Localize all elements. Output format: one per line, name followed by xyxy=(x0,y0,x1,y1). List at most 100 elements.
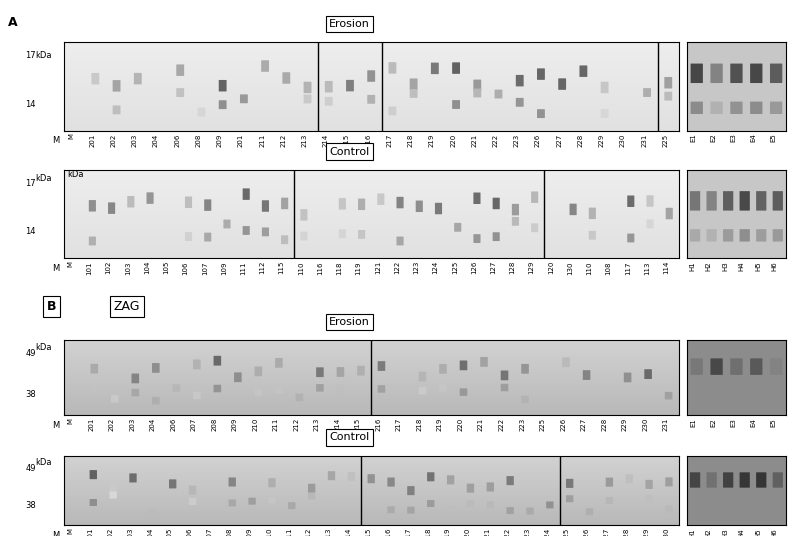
Bar xyxy=(64,116,679,117)
FancyBboxPatch shape xyxy=(91,364,98,374)
Bar xyxy=(64,48,679,49)
FancyBboxPatch shape xyxy=(516,75,524,86)
Bar xyxy=(64,178,679,180)
Bar xyxy=(64,105,679,106)
Text: 116: 116 xyxy=(317,261,323,274)
Bar xyxy=(64,461,679,462)
Bar xyxy=(64,110,679,111)
Bar xyxy=(64,505,679,506)
Bar xyxy=(64,397,679,398)
Bar xyxy=(64,183,679,184)
FancyBboxPatch shape xyxy=(396,197,403,209)
Text: H3: H3 xyxy=(723,261,728,271)
Bar xyxy=(64,85,679,86)
FancyBboxPatch shape xyxy=(487,482,494,492)
Bar xyxy=(64,472,679,473)
Text: H2: H2 xyxy=(706,528,711,536)
Bar xyxy=(64,123,679,124)
Bar xyxy=(64,181,679,182)
Bar xyxy=(64,54,679,55)
FancyBboxPatch shape xyxy=(316,384,324,392)
Bar xyxy=(64,477,679,478)
FancyBboxPatch shape xyxy=(189,498,196,505)
Bar xyxy=(64,365,679,366)
Bar xyxy=(64,86,679,87)
Bar xyxy=(64,404,679,405)
Bar xyxy=(64,256,679,257)
FancyBboxPatch shape xyxy=(229,500,236,507)
Text: 231: 231 xyxy=(663,418,669,431)
FancyBboxPatch shape xyxy=(281,235,288,244)
Bar xyxy=(64,65,679,66)
FancyBboxPatch shape xyxy=(480,357,488,367)
FancyBboxPatch shape xyxy=(275,358,283,368)
FancyBboxPatch shape xyxy=(185,197,192,208)
Bar xyxy=(64,384,679,385)
FancyBboxPatch shape xyxy=(218,100,226,109)
Text: 130: 130 xyxy=(663,528,669,536)
FancyBboxPatch shape xyxy=(691,359,703,375)
Bar xyxy=(64,111,679,112)
Text: A: A xyxy=(8,16,17,29)
Bar xyxy=(64,257,679,258)
FancyBboxPatch shape xyxy=(646,219,653,228)
Bar xyxy=(64,249,679,250)
Bar xyxy=(64,106,679,107)
Bar xyxy=(64,471,679,472)
Text: 206: 206 xyxy=(171,418,176,431)
Text: 203: 203 xyxy=(132,133,138,147)
FancyBboxPatch shape xyxy=(427,500,434,507)
Bar xyxy=(64,81,679,82)
FancyBboxPatch shape xyxy=(707,472,717,488)
Bar xyxy=(64,488,679,489)
FancyBboxPatch shape xyxy=(358,230,365,239)
Bar xyxy=(64,127,679,128)
FancyBboxPatch shape xyxy=(387,507,395,513)
FancyBboxPatch shape xyxy=(339,198,346,210)
Bar xyxy=(64,244,679,245)
Bar xyxy=(64,344,679,345)
Bar xyxy=(64,499,679,500)
Bar xyxy=(64,109,679,110)
FancyBboxPatch shape xyxy=(261,60,269,72)
Bar xyxy=(64,128,679,129)
Bar xyxy=(64,398,679,399)
Bar xyxy=(64,213,679,214)
Bar xyxy=(64,117,679,118)
Bar xyxy=(64,359,679,360)
FancyBboxPatch shape xyxy=(240,94,248,103)
Bar xyxy=(64,383,679,384)
Bar xyxy=(64,522,679,523)
FancyBboxPatch shape xyxy=(537,109,545,118)
Text: H4: H4 xyxy=(738,261,745,271)
FancyBboxPatch shape xyxy=(388,62,396,73)
FancyBboxPatch shape xyxy=(452,62,460,74)
Text: 130: 130 xyxy=(567,261,573,274)
Bar xyxy=(64,88,679,89)
Text: 113: 113 xyxy=(326,528,332,536)
Text: E1: E1 xyxy=(691,418,697,427)
Bar xyxy=(64,61,679,62)
Bar xyxy=(64,520,679,521)
FancyBboxPatch shape xyxy=(431,63,439,74)
Bar xyxy=(64,197,679,198)
Bar xyxy=(64,70,679,71)
FancyBboxPatch shape xyxy=(750,102,762,114)
FancyBboxPatch shape xyxy=(90,499,97,506)
FancyBboxPatch shape xyxy=(134,73,141,84)
Text: H3: H3 xyxy=(723,528,728,536)
Bar xyxy=(64,206,679,207)
Bar xyxy=(64,59,679,60)
FancyBboxPatch shape xyxy=(218,80,226,92)
FancyBboxPatch shape xyxy=(325,81,333,92)
Bar xyxy=(64,229,679,230)
Bar xyxy=(64,378,679,379)
Bar xyxy=(64,60,679,61)
FancyBboxPatch shape xyxy=(646,480,653,489)
Text: 118: 118 xyxy=(337,261,342,274)
Bar xyxy=(64,343,679,344)
Text: 221: 221 xyxy=(478,418,484,431)
Bar xyxy=(64,202,679,203)
Text: 112: 112 xyxy=(306,528,311,536)
FancyBboxPatch shape xyxy=(750,64,762,83)
